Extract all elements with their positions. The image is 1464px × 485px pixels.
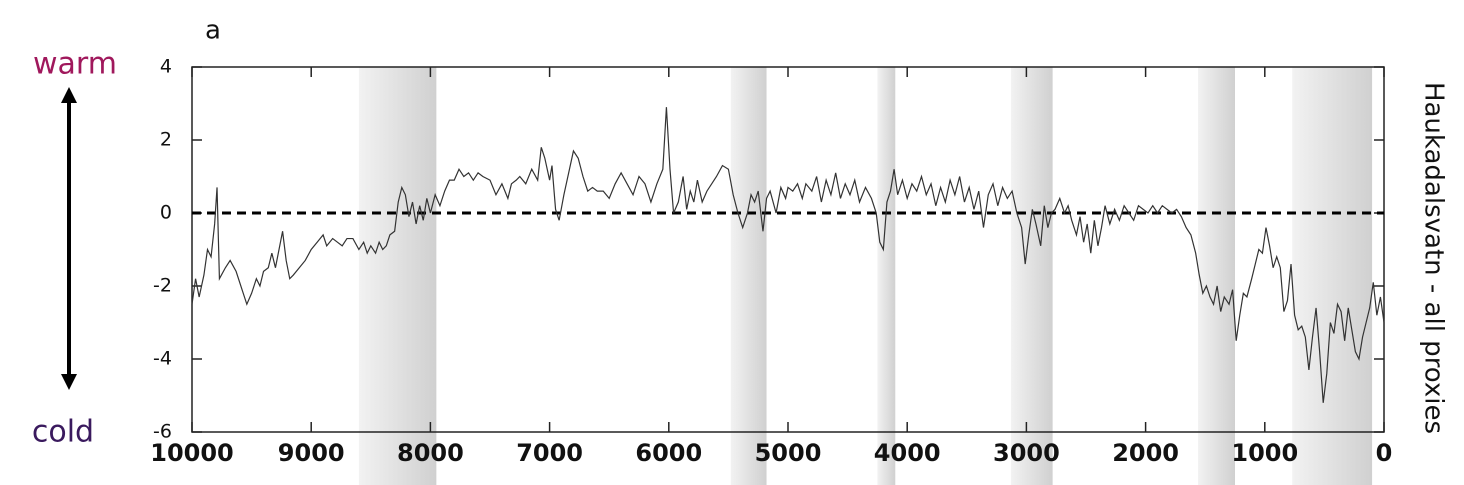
x-tick-label: 2000 bbox=[1112, 439, 1179, 467]
x-tick-label: 1000 bbox=[1231, 439, 1298, 467]
cold-label: cold bbox=[32, 415, 94, 450]
x-tick-label: 6000 bbox=[635, 439, 702, 467]
y-tick-label: 2 bbox=[160, 129, 172, 151]
y-tick-label: 4 bbox=[160, 56, 172, 78]
shaded-interval bbox=[358, 67, 437, 485]
x-tick-label: 8000 bbox=[397, 439, 464, 467]
y-tick-label: -4 bbox=[153, 348, 172, 370]
shaded-interval bbox=[877, 67, 896, 485]
y-tick-label: -2 bbox=[153, 275, 172, 297]
warm-label: warm bbox=[33, 47, 117, 82]
y-tick-label: -6 bbox=[153, 421, 172, 443]
data-line bbox=[191, 107, 1385, 403]
x-tick-label: 4000 bbox=[874, 439, 941, 467]
shaded-interval bbox=[730, 67, 767, 485]
shaded-interval bbox=[1010, 67, 1053, 485]
shaded-interval bbox=[1292, 67, 1373, 485]
shaded-interval bbox=[1198, 67, 1235, 485]
x-tick-label: 10000 bbox=[150, 439, 234, 467]
x-tick-label: 7000 bbox=[516, 439, 583, 467]
right-axis-label: Haukadalsvatn - all proxies bbox=[1419, 82, 1449, 434]
y-tick-label: 0 bbox=[160, 202, 172, 224]
panel-label: a bbox=[205, 16, 221, 46]
x-tick-label: 0 bbox=[1376, 439, 1393, 467]
x-tick-label: 5000 bbox=[755, 439, 822, 467]
x-tick-label: 3000 bbox=[993, 439, 1060, 467]
x-tick-label: 9000 bbox=[278, 439, 345, 467]
